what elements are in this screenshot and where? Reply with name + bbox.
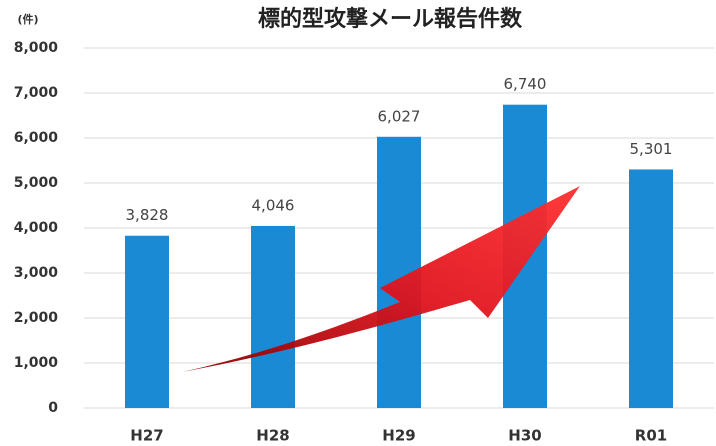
value-label: 6,740: [504, 75, 547, 93]
labels: 0 1,000 2,000 3,000 4,000 5,000 6,000 7,000 8,00…: [14, 40, 673, 445]
value-label: 4,046: [252, 196, 295, 214]
x-tick-label: R01: [635, 427, 667, 445]
y-tick-label: 6,000: [14, 130, 59, 146]
y-tick-label: 1,000: [14, 355, 59, 371]
x-tick-label: H30: [508, 427, 541, 445]
y-tick-label: 0: [48, 400, 58, 416]
y-tick-label: 8,000: [14, 40, 59, 56]
x-tick-label: H27: [130, 427, 163, 445]
y-tick-label: 4,000: [14, 220, 59, 236]
trend-arrow: [182, 186, 580, 372]
y-tick-label: 7,000: [14, 85, 59, 101]
y-tick-label: 3,000: [14, 265, 59, 281]
y-axis-unit: (件): [17, 12, 38, 26]
bar: [125, 235, 169, 408]
value-label: 3,828: [126, 206, 169, 224]
x-tick-label: H28: [256, 427, 289, 445]
value-label: 5,301: [630, 140, 673, 158]
x-tick-label: H29: [382, 427, 415, 445]
bar: [251, 225, 295, 408]
y-tick-label: 2,000: [14, 310, 59, 326]
bar: [629, 169, 673, 408]
value-label: 6,027: [378, 107, 421, 125]
chart-title: 標的型攻撃メール報告件数: [258, 6, 523, 32]
y-tick-label: 5,000: [14, 175, 59, 191]
